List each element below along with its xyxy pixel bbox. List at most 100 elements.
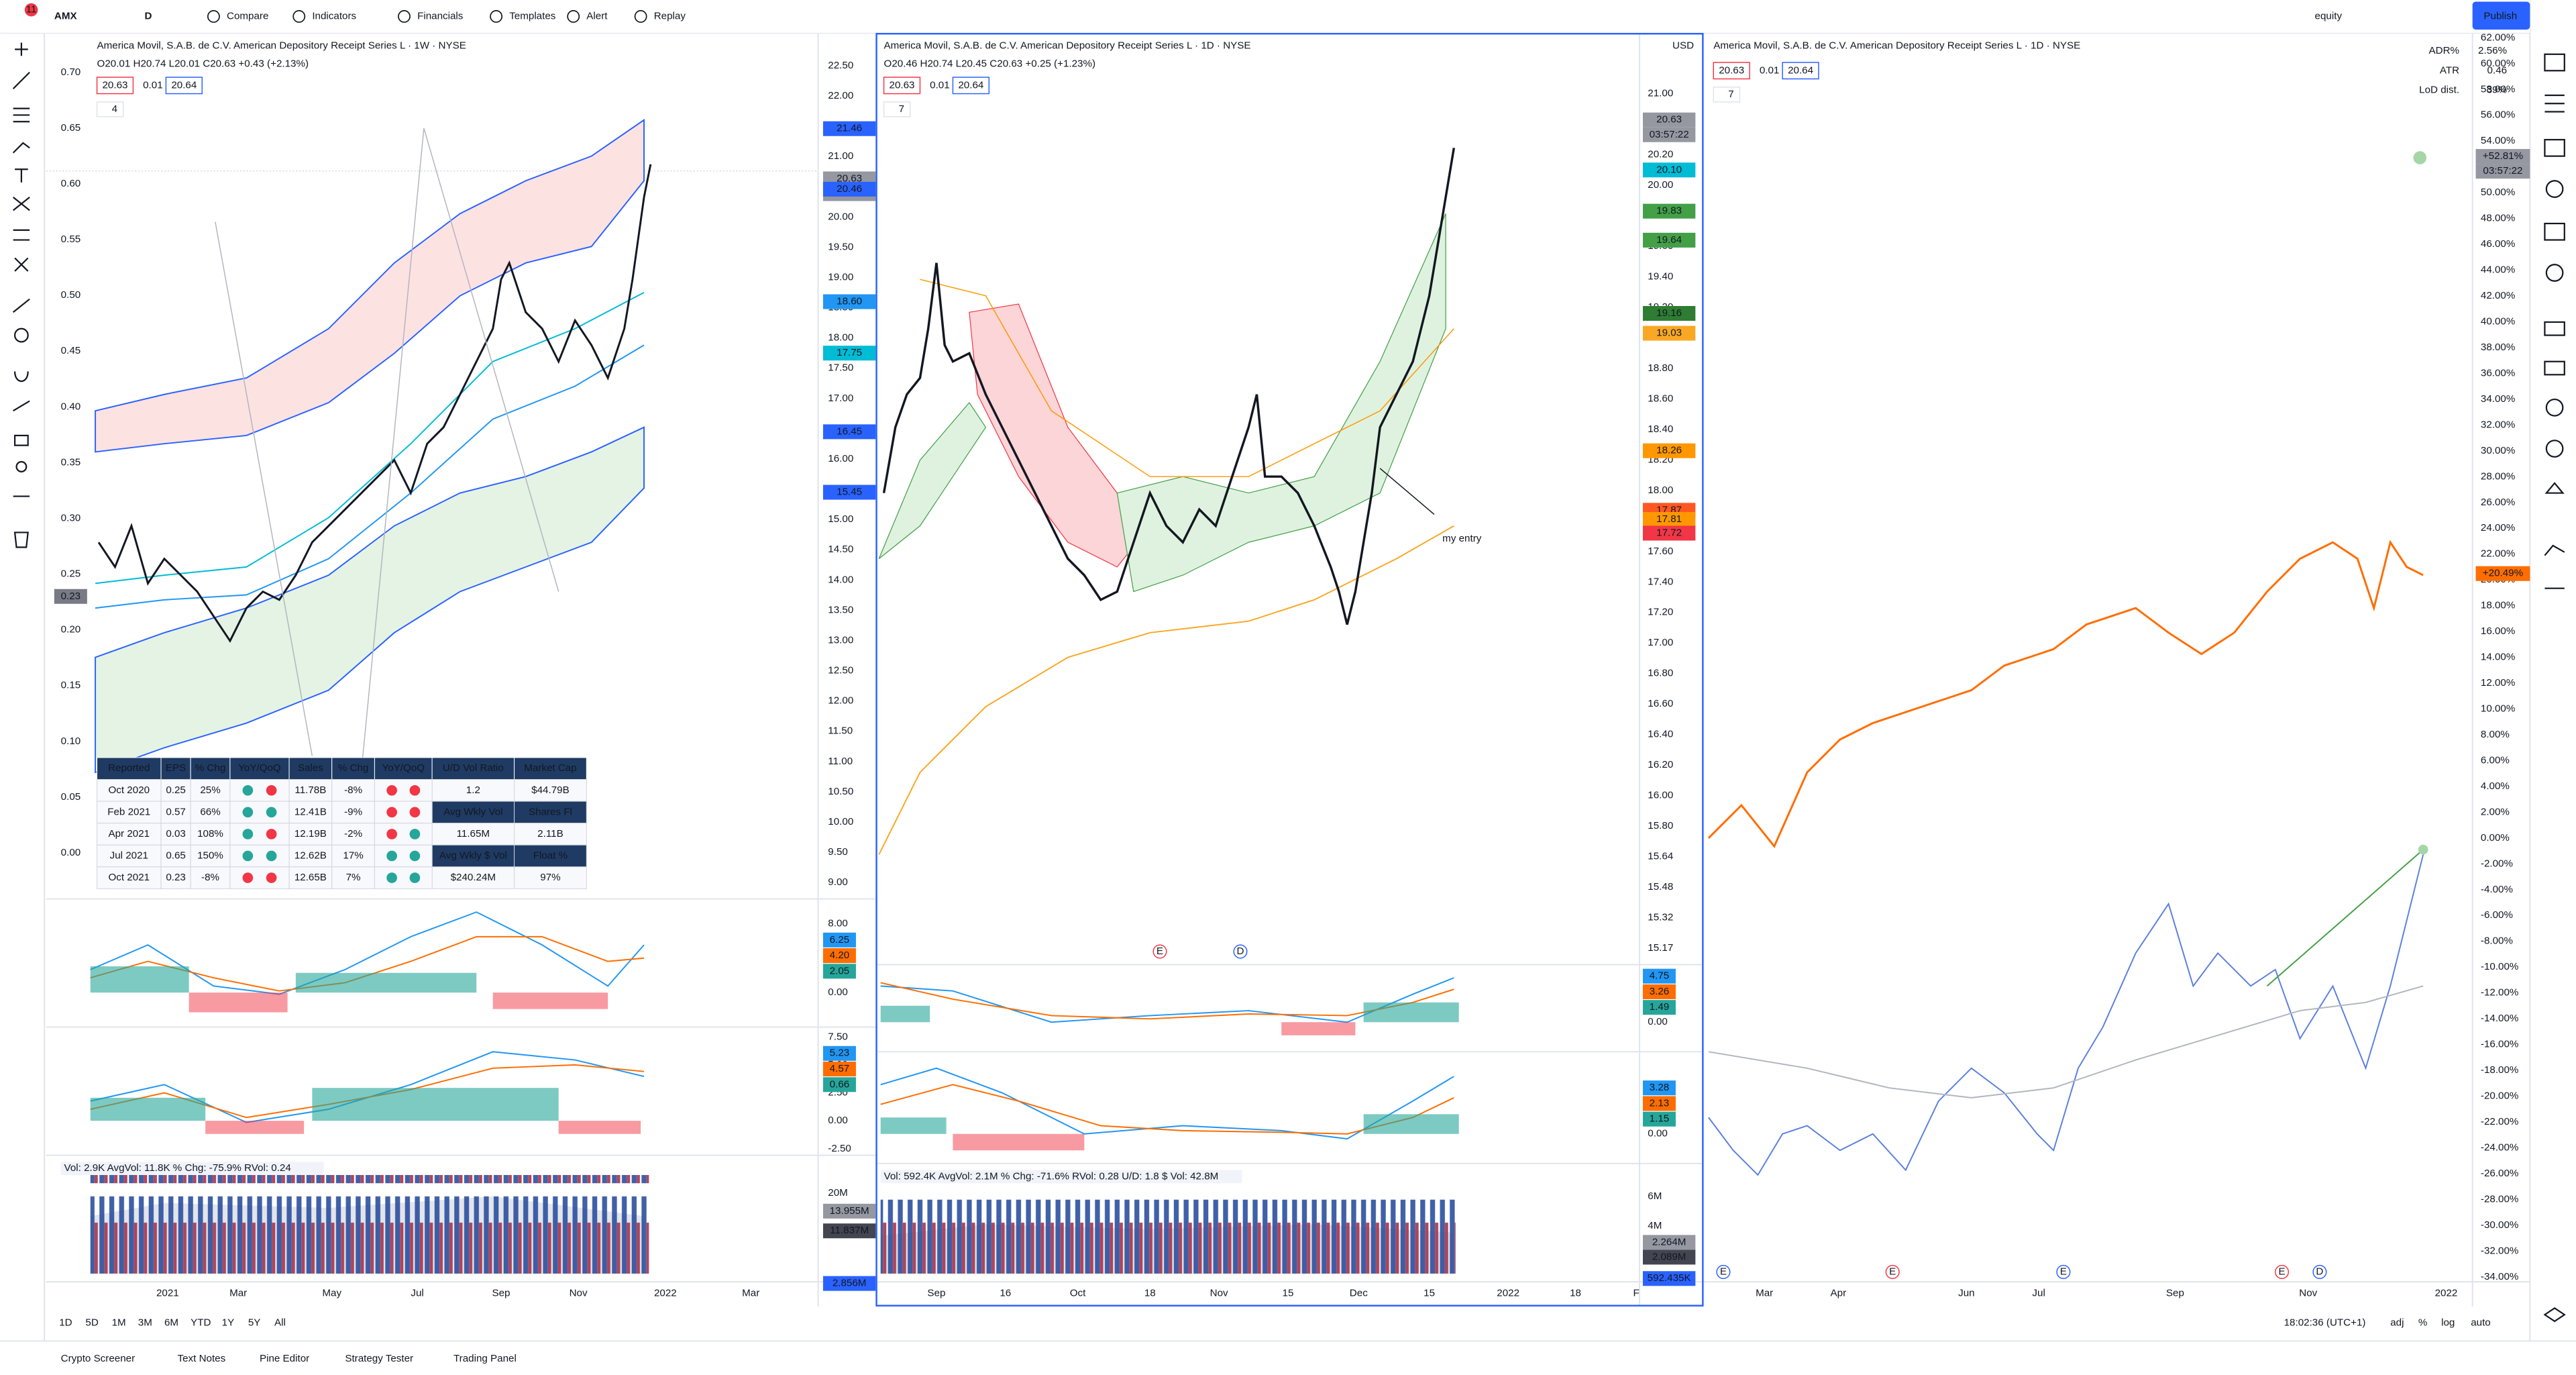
path	[13, 371, 29, 383]
time-axis-label: Dec	[1350, 1287, 1368, 1298]
toolbar-button[interactable]: Indicators	[312, 11, 356, 22]
trend-lines	[215, 128, 559, 855]
table-header: Avg Wkly Vol	[443, 806, 502, 817]
range-button[interactable]: 5D	[85, 1317, 98, 1328]
time-axis-label: Jul	[2032, 1287, 2045, 1298]
toolbar-button[interactable]: Templates	[509, 11, 556, 22]
scale-toggle[interactable]: adj	[2390, 1317, 2404, 1328]
marker	[2418, 844, 2428, 855]
event-marker-bg	[1885, 1264, 1900, 1279]
price-axis-label: 38.00%	[2481, 342, 2515, 353]
toolbar-button[interactable]: Alert	[586, 11, 608, 22]
table-cell	[514, 779, 587, 802]
price-badge: 18.26	[1656, 445, 1682, 456]
indicator-badge-bg	[822, 1046, 856, 1061]
rect	[880, 1005, 930, 1023]
stat-label: LoD dist.	[2419, 85, 2459, 96]
rect	[90, 966, 189, 993]
time-axis-label: Jun	[1958, 1287, 1974, 1298]
scale-toggle[interactable]: auto	[2471, 1317, 2491, 1328]
table-cell	[431, 823, 515, 846]
time-axis-label: Jul	[411, 1287, 423, 1298]
collapse-box	[1713, 87, 1741, 103]
range-button[interactable]: All	[274, 1317, 286, 1328]
path	[13, 400, 30, 412]
time-axis-label: Apr	[1831, 1287, 1847, 1298]
table-cell-text: $44.79B	[531, 784, 570, 796]
range-button[interactable]: 1M	[112, 1317, 126, 1328]
price-axis-label: 6.00%	[2481, 754, 2510, 766]
price-badge-bg	[822, 294, 876, 309]
range-button[interactable]: 1Y	[222, 1317, 235, 1328]
price-axis-label: 18.00%	[2481, 600, 2515, 611]
price-badge: 15.45	[837, 487, 862, 498]
table-cell-text: Oct 2021	[109, 872, 150, 883]
range-button[interactable]: 1D	[59, 1317, 72, 1328]
toolbar-button[interactable]: Financials	[417, 11, 464, 22]
panel-tab[interactable]: Text Notes	[178, 1353, 226, 1364]
indicator-count: 4	[112, 103, 117, 115]
left-axis-label: 0.60	[61, 178, 81, 189]
table-cell	[374, 801, 433, 824]
range-button[interactable]: 5Y	[248, 1317, 261, 1328]
price-badge-sub: 03:57:22	[1650, 129, 1689, 140]
panel-tab[interactable]: Crypto Screener	[61, 1353, 135, 1364]
left-badge-bg	[54, 589, 87, 604]
trend-dot	[409, 872, 421, 883]
clock: 18:02:36 (UTC+1)	[2284, 1317, 2366, 1328]
panel-tab[interactable]: Strategy Tester	[345, 1353, 413, 1364]
indicator-badge-bg	[1642, 1080, 1676, 1096]
price-badge-sub-bg	[2475, 164, 2530, 179]
price-axis-label: 62.00%	[2481, 32, 2515, 43]
currency: USD	[1672, 40, 1694, 52]
toolbar-button[interactable]: Compare	[227, 11, 268, 22]
table-cell-text: -8%	[201, 872, 219, 883]
time-axis-label: Mar	[742, 1287, 759, 1298]
trend-dot	[386, 784, 397, 796]
panel-tab[interactable]: Pine Editor	[260, 1353, 309, 1364]
table-cell	[431, 866, 515, 889]
daily-chart	[878, 148, 1459, 1274]
path	[13, 229, 30, 241]
bid-price: 20.63	[890, 79, 915, 91]
range-button[interactable]: 3M	[138, 1317, 152, 1328]
indicator-badge-bg	[822, 948, 856, 964]
ask-box	[165, 77, 203, 95]
price-axis-label: -14.00%	[2481, 1013, 2519, 1024]
path	[12, 298, 30, 313]
indicator-badge-bg	[822, 964, 856, 979]
publish-button[interactable]: Publish	[2483, 11, 2517, 22]
rect	[1281, 1022, 1356, 1035]
volume-badge-bg	[822, 1203, 876, 1219]
price-axis-label: 16.20	[1648, 759, 1673, 770]
range-button[interactable]: 6M	[164, 1317, 178, 1328]
table-header: Shares Fl	[529, 806, 572, 817]
table-header-cell	[97, 757, 162, 780]
panel-tab[interactable]: Trading Panel	[453, 1353, 517, 1364]
trend-dot	[242, 807, 254, 818]
scale-toggle[interactable]: log	[2441, 1317, 2455, 1328]
price-axis-label: 14.50	[828, 544, 853, 555]
time-axis-label: Sep	[2166, 1287, 2184, 1298]
price-badge-bg	[2475, 149, 2530, 164]
toolbar-button[interactable]: Replay	[654, 11, 686, 22]
price-axis-label: -16.00%	[2481, 1039, 2519, 1050]
price-badge-bg	[822, 346, 876, 361]
price-axis-label: -24.00%	[2481, 1141, 2519, 1153]
indicator-badge: 4.75	[1650, 970, 1670, 982]
mid-ma	[920, 278, 1454, 477]
price-axis-label: 15.32	[1648, 912, 1673, 923]
scale-toggle[interactable]: %	[2418, 1317, 2428, 1328]
volume-badge-bg	[822, 1276, 876, 1291]
price-badge-sub: 03:57:22	[2483, 165, 2522, 176]
price-axis-label: 32.00%	[2481, 419, 2515, 430]
average-line	[1708, 985, 2424, 1099]
table-cell-text: -8%	[344, 784, 362, 796]
toolbar-icon	[567, 10, 580, 23]
publish-bg[interactable]	[2472, 1, 2530, 30]
range-button[interactable]: YTD	[191, 1317, 211, 1328]
table-header-cell	[514, 844, 587, 868]
price-axis-label: 58.00%	[2481, 83, 2515, 95]
price-axis-label: -8.00%	[2481, 935, 2513, 947]
stat-value: 0.46	[2487, 64, 2508, 76]
